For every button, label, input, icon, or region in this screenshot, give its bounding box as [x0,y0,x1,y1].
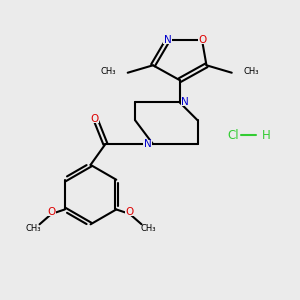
Bar [90,116,99,123]
Text: N: N [164,35,172,45]
Text: CH₃: CH₃ [243,67,259,76]
Text: O: O [47,207,56,217]
Text: O: O [90,114,98,124]
Text: Cl: Cl [227,129,239,142]
Bar [164,36,172,44]
Bar [198,36,206,44]
Text: O: O [125,207,134,217]
Bar [181,99,190,106]
Text: N: N [144,139,152,149]
Text: CH₃: CH₃ [25,224,41,233]
Text: N: N [181,98,189,107]
Text: H: H [262,129,270,142]
Bar [125,209,134,216]
Bar [47,209,56,216]
Text: O: O [198,35,206,45]
Text: CH₃: CH₃ [101,67,116,76]
Text: CH₃: CH₃ [140,224,156,233]
Bar [143,140,152,148]
